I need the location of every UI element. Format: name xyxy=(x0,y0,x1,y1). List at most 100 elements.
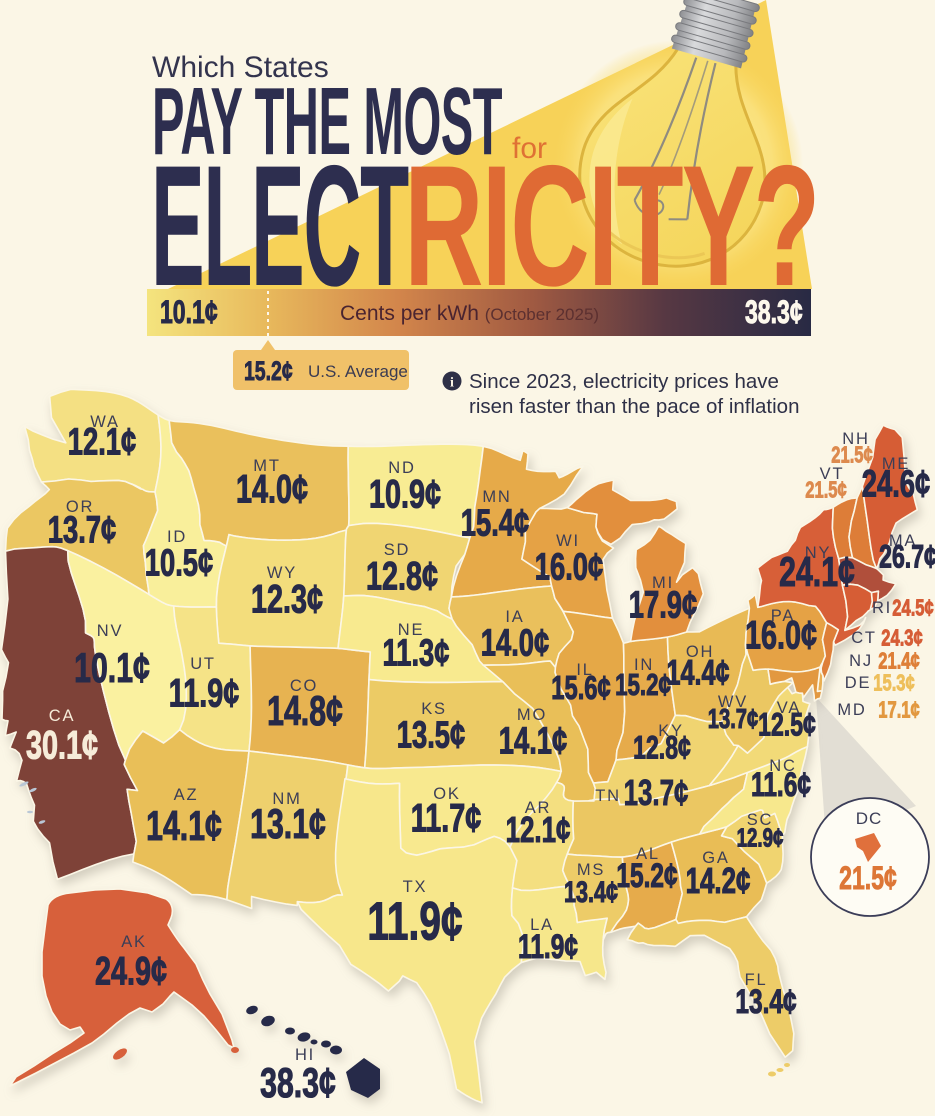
svg-text:NV: NV xyxy=(97,622,124,640)
svg-text:UT: UT xyxy=(190,655,216,673)
svg-text:IL: IL xyxy=(576,661,593,679)
svg-text:MT: MT xyxy=(253,457,280,475)
svg-text:Since 2023, electricity prices: Since 2023, electricity prices have xyxy=(469,370,779,393)
svg-text:PAY THE MOST: PAY THE MOST xyxy=(152,68,502,175)
svg-text:15.4¢: 15.4¢ xyxy=(461,502,529,544)
svg-text:12.1¢: 12.1¢ xyxy=(506,810,571,850)
svg-text:SD: SD xyxy=(384,541,411,559)
svg-text:21.5¢: 21.5¢ xyxy=(805,478,846,503)
svg-text:KY: KY xyxy=(658,722,684,740)
svg-text:15.2¢: 15.2¢ xyxy=(244,356,293,386)
svg-text:14.8¢: 14.8¢ xyxy=(267,687,343,734)
svg-text:TX: TX xyxy=(403,878,428,896)
svg-text:26.7¢: 26.7¢ xyxy=(879,539,935,575)
svg-text:Cents per kWh (October 2025): Cents per kWh (October 2025) xyxy=(340,302,599,325)
svg-text:OH: OH xyxy=(686,643,714,661)
svg-text:13.7¢: 13.7¢ xyxy=(48,509,116,551)
svg-text:14.0¢: 14.0¢ xyxy=(481,622,549,664)
svg-text:MS: MS xyxy=(577,861,605,879)
svg-text:24.1¢: 24.1¢ xyxy=(779,548,855,595)
svg-text:FL: FL xyxy=(745,971,768,989)
svg-text:13.7¢: 13.7¢ xyxy=(708,704,758,735)
svg-text:NE: NE xyxy=(398,621,425,639)
svg-text:MN: MN xyxy=(482,488,511,506)
svg-text:ND: ND xyxy=(388,459,415,477)
svg-text:13.5¢: 13.5¢ xyxy=(397,714,465,756)
svg-text:MA: MA xyxy=(889,532,917,550)
svg-text:24.5¢: 24.5¢ xyxy=(892,596,933,621)
svg-text:WI: WI xyxy=(556,532,580,550)
svg-text:TN: TN xyxy=(595,787,621,805)
svg-text:LA: LA xyxy=(530,916,554,934)
svg-text:13.1¢: 13.1¢ xyxy=(250,800,326,847)
svg-text:16.0¢: 16.0¢ xyxy=(745,613,817,658)
svg-text:AL: AL xyxy=(636,845,660,863)
svg-text:CA: CA xyxy=(49,707,76,725)
svg-text:NH: NH xyxy=(842,430,869,448)
svg-text:i: i xyxy=(450,376,454,391)
svg-text:NM: NM xyxy=(272,790,301,808)
svg-text:30.1¢: 30.1¢ xyxy=(26,723,98,768)
svg-text:17.9¢: 17.9¢ xyxy=(629,584,697,626)
svg-text:13.4¢: 13.4¢ xyxy=(564,874,618,908)
svg-text:21.4¢: 21.4¢ xyxy=(878,649,919,674)
svg-text:MD: MD xyxy=(837,701,866,719)
svg-text:14.2¢: 14.2¢ xyxy=(686,861,751,901)
svg-text:15.3¢: 15.3¢ xyxy=(873,671,914,696)
svg-text:MI: MI xyxy=(652,574,674,592)
svg-text:11.9¢: 11.9¢ xyxy=(169,671,239,716)
svg-text:IN: IN xyxy=(634,656,654,674)
svg-text:AR: AR xyxy=(525,799,552,817)
svg-text:24.6¢: 24.6¢ xyxy=(862,463,930,505)
svg-text:17.1¢: 17.1¢ xyxy=(878,698,919,723)
svg-text:DC: DC xyxy=(856,809,883,828)
svg-text:GA: GA xyxy=(702,849,729,867)
svg-text:NJ: NJ xyxy=(849,652,873,670)
svg-text:14.0¢: 14.0¢ xyxy=(236,467,308,512)
svg-text:12.5¢: 12.5¢ xyxy=(758,707,816,743)
svg-text:PA: PA xyxy=(771,607,795,625)
svg-text:14.4¢: 14.4¢ xyxy=(666,654,729,693)
svg-text:NC: NC xyxy=(769,757,796,775)
svg-text:SC: SC xyxy=(747,811,774,829)
svg-text:KS: KS xyxy=(421,700,447,718)
svg-text:21.5¢: 21.5¢ xyxy=(839,860,897,896)
svg-text:15.2¢: 15.2¢ xyxy=(616,857,677,895)
svg-text:WV: WV xyxy=(718,693,748,711)
svg-text:DE: DE xyxy=(845,674,872,692)
svg-text:WY: WY xyxy=(267,564,297,582)
svg-text:AZ: AZ xyxy=(174,786,199,804)
svg-text:14.1¢: 14.1¢ xyxy=(499,720,567,762)
svg-text:IA: IA xyxy=(505,608,524,626)
svg-text:11.9¢: 11.9¢ xyxy=(518,928,578,966)
svg-text:AK: AK xyxy=(121,933,147,951)
svg-text:10.1¢: 10.1¢ xyxy=(74,644,150,691)
svg-text:21.5¢: 21.5¢ xyxy=(831,443,872,468)
svg-text:38.3¢: 38.3¢ xyxy=(260,1059,336,1106)
svg-text:CO: CO xyxy=(290,677,318,695)
svg-text:WA: WA xyxy=(90,413,120,431)
svg-text:12.3¢: 12.3¢ xyxy=(251,577,323,622)
svg-text:12.8¢: 12.8¢ xyxy=(633,730,691,766)
svg-text:11.9¢: 11.9¢ xyxy=(367,890,462,951)
svg-text:11.6¢: 11.6¢ xyxy=(751,766,811,804)
svg-text:RI: RI xyxy=(872,599,892,617)
svg-text:CT: CT xyxy=(851,629,877,647)
svg-text:15.2¢: 15.2¢ xyxy=(615,668,671,702)
svg-text:11.3¢: 11.3¢ xyxy=(383,632,450,674)
svg-text:16.0¢: 16.0¢ xyxy=(535,546,603,588)
svg-text:24.9¢: 24.9¢ xyxy=(95,949,167,994)
svg-text:11.7¢: 11.7¢ xyxy=(411,796,481,841)
svg-text:OR: OR xyxy=(66,498,94,516)
svg-text:12.8¢: 12.8¢ xyxy=(366,554,438,599)
svg-text:ME: ME xyxy=(882,455,910,473)
svg-text:10.1¢: 10.1¢ xyxy=(160,294,218,330)
svg-text:VT: VT xyxy=(820,465,845,483)
svg-text:38.3¢: 38.3¢ xyxy=(745,294,803,330)
svg-text:10.5¢: 10.5¢ xyxy=(145,542,213,584)
svg-text:15.6¢: 15.6¢ xyxy=(551,670,610,707)
svg-text:10.9¢: 10.9¢ xyxy=(369,472,441,517)
svg-text:Which States: Which States xyxy=(152,51,329,84)
svg-text:risen faster than the pace of: risen faster than the pace of inflation xyxy=(469,395,799,418)
svg-text:VA: VA xyxy=(777,699,801,717)
